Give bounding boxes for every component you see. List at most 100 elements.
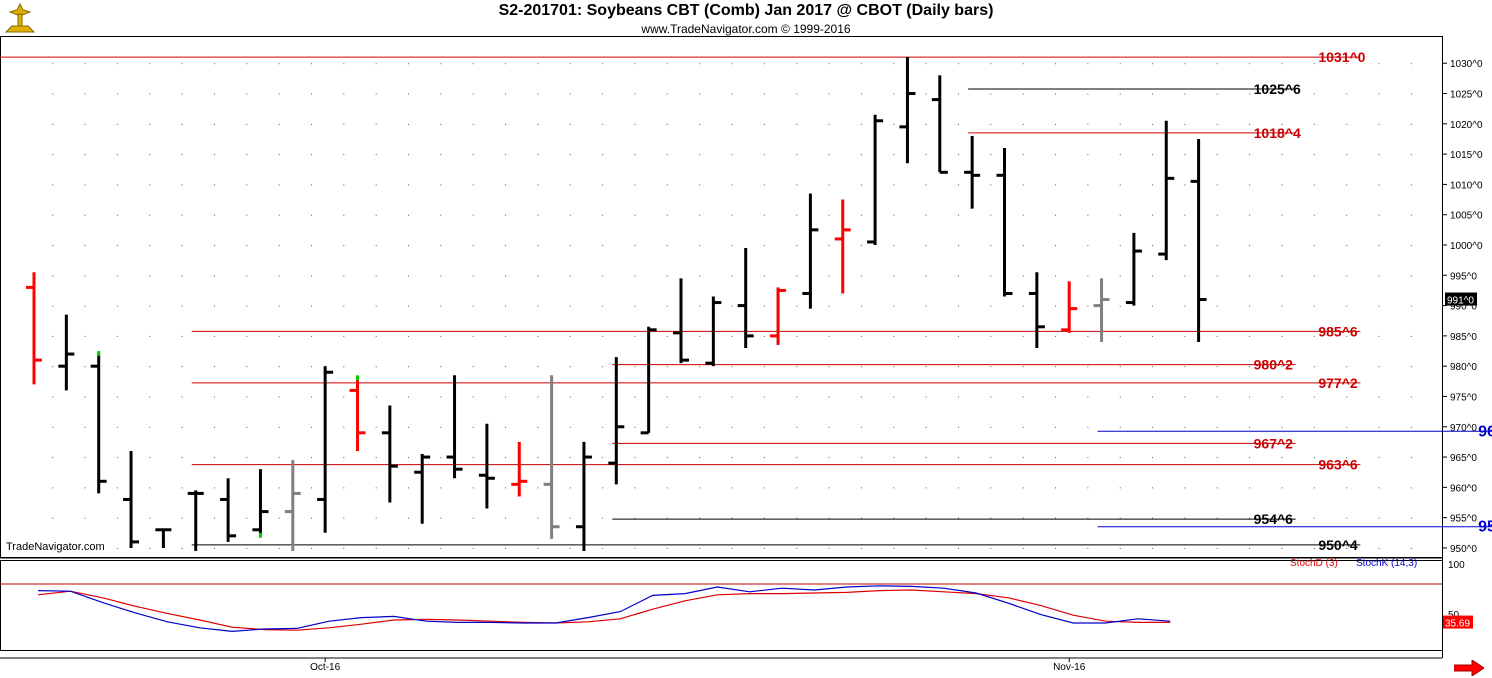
price-tick-label: 1020^0 [1450,120,1483,131]
grid-dot [408,154,410,156]
grid-dot [1249,457,1251,459]
grid-dot [1378,335,1380,337]
grid-dot [213,305,215,307]
grid-dot [408,93,410,95]
grid-dot [246,184,248,186]
grid-dot [116,396,118,398]
grid-dot [1281,245,1283,246]
grid-dot [505,487,507,489]
grid-dot [1055,245,1057,246]
grid-dot [699,487,701,489]
grid-dot [278,245,280,246]
grid-dot [408,123,410,125]
chart-subtitle: www.TradeNavigator.com © 1999-2016 [641,22,851,36]
grid-dot [860,426,862,428]
grid-dot [1119,93,1121,95]
grid-dot [246,396,248,398]
grid-dot [1022,457,1024,459]
grid-dot [860,305,862,307]
grid-dot [1346,487,1348,489]
grid-dot [181,154,183,156]
grid-dot [181,245,183,246]
grid-dot [666,335,668,337]
grid-dot [472,154,474,156]
grid-dot [1378,154,1380,156]
price-bars [26,57,1207,551]
grid-dot [440,93,442,95]
grid-dot [1313,487,1315,489]
grid-dot [699,93,701,95]
grid-dot [1152,487,1154,489]
grid-dot [602,123,604,125]
grid-dot [1346,457,1348,459]
grid-dot [278,335,280,337]
grid-dot [731,305,733,307]
grid-dot [505,275,507,277]
grid-dot [375,457,377,459]
grid-dot [731,63,733,65]
grid-dot [666,547,668,549]
grid-dot [408,426,410,428]
right-arrow-icon[interactable] [1454,660,1484,676]
grid-dot [408,487,410,489]
grid-dot [181,487,183,489]
grid-dot [1313,366,1315,368]
grid-dot [1119,305,1121,307]
grid-dot [440,63,442,65]
grid-dot [666,245,668,246]
grid-dot [343,184,345,186]
grid-dot [634,123,636,125]
grid-dot [602,396,604,398]
grid-dot [1022,184,1024,186]
grid-dot [1152,547,1154,549]
grid-dot [343,396,345,398]
grid-dot [181,275,183,277]
grid-dot [602,154,604,156]
grid-dot [440,184,442,186]
grid-dot [731,517,733,519]
grid-dot [957,93,959,95]
grid-dot [1281,547,1283,549]
grid-dot [1281,457,1283,459]
price-tick-label: 975^0 [1450,392,1477,403]
trade-navigator-logo-icon[interactable] [2,2,38,34]
ohlc-bar [58,314,75,391]
grid-dot [925,93,927,95]
grid-dot [925,123,927,125]
level-label: 980^2 [1254,357,1294,373]
grid-dot [1055,154,1057,156]
grid-dot [602,184,604,186]
grid-dot [860,245,862,246]
stoch-last-badge [1443,615,1473,629]
grid-dot [213,63,215,65]
ohlc-bar [1190,138,1207,342]
grid-dot [699,154,701,156]
grid-dot [116,214,118,216]
grid-dot [1216,63,1218,65]
grid-dot [731,426,733,428]
grid-dot [1152,457,1154,459]
price-tick-label: 1030^0 [1450,59,1483,70]
grid-dot [699,335,701,337]
grid-dot [634,517,636,519]
grid-dot [957,123,959,125]
grid-dot [246,426,248,428]
grid-dot [1152,517,1154,519]
grid-dot [828,335,830,337]
grid-dot [1119,457,1121,459]
grid-dot [634,184,636,186]
grid-dot [310,214,312,216]
grid-dot [1281,366,1283,368]
grid-dot [1346,154,1348,156]
grid-dot [1249,214,1251,216]
grid-dot [181,396,183,398]
grid-dot [602,275,604,277]
grid-dot [634,154,636,156]
grid-dot [1087,123,1089,125]
grid-dot [990,275,992,277]
grid-dot [1022,547,1024,549]
grid-dot [181,426,183,428]
grid-dot [1055,214,1057,216]
grid-dot [763,517,765,519]
